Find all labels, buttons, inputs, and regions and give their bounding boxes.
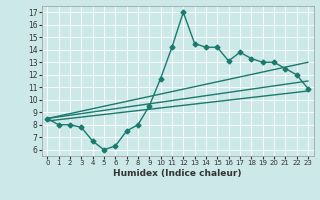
X-axis label: Humidex (Indice chaleur): Humidex (Indice chaleur) <box>113 169 242 178</box>
